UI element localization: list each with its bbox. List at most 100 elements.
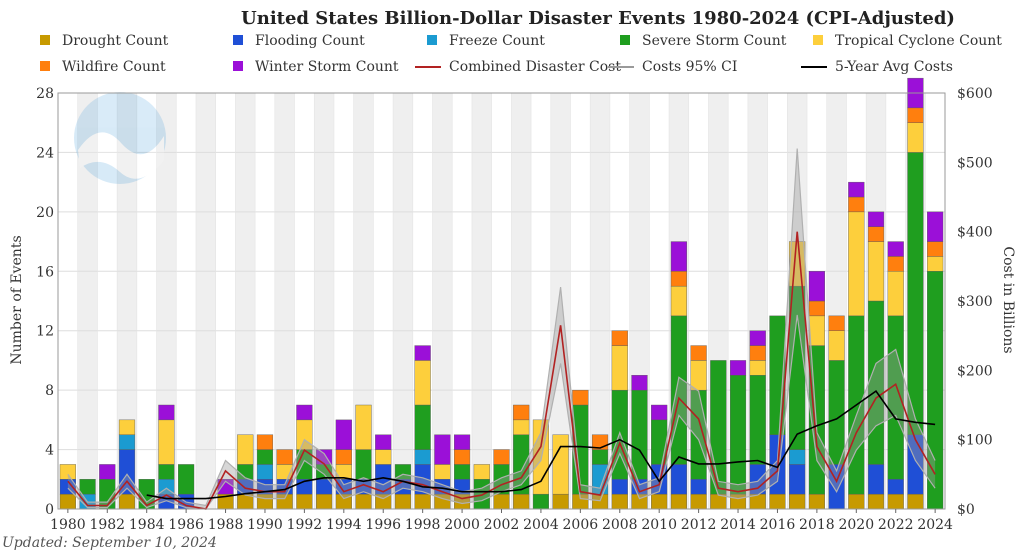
bar-segment [237,434,254,465]
noaa-logo-wave [78,132,164,179]
bar-segment [670,464,687,495]
bar-segment [907,493,924,510]
bar-segment [513,404,530,421]
bar-segment [670,241,687,272]
bar-segment [749,375,766,465]
bar-segment [355,493,372,510]
bar-segment [611,345,628,391]
bar-segment [256,464,274,480]
bar-segment [651,404,668,421]
x-tick-label: 2004 [523,517,559,533]
bar-segment [907,122,924,153]
bar-segment [453,464,471,480]
bar-segment [828,360,845,465]
bar-segment [552,493,569,510]
x-tick-label: 2002 [484,517,520,533]
y-axis-label-right: Cost in Billions [1000,246,1016,353]
bar-segment [690,479,707,495]
bar-segment [808,300,825,317]
bar-segment [690,493,707,510]
bar-segment [375,434,392,450]
bar-segment [828,330,845,361]
bar-segment [572,389,589,406]
legend-label: Tropical Cyclone Count [835,33,1002,49]
x-tick-label: 2022 [878,517,914,533]
bar-segment [414,345,431,361]
5-year-avg-costs-line [146,389,936,500]
bar-segment [118,419,136,435]
background-band [274,93,295,509]
bar-segment [611,479,628,495]
legend-swatch [813,35,823,45]
legend-label: Costs 95% CI [642,59,737,75]
bar-segment [532,493,550,510]
bar-segment [690,360,707,391]
legend-label: Winter Storm Count [255,59,399,75]
bar-segment [789,464,806,495]
bar-segment [867,211,885,227]
x-tick-label: 2020 [838,517,874,533]
legend-swatch [233,35,243,45]
bar-segment [256,449,274,465]
bar-segment [335,449,352,465]
updated-note: Updated: September 10, 2024 [2,535,217,551]
bar-segment [611,330,628,346]
bar-segment [729,375,747,495]
x-tick-label: 2014 [720,517,756,533]
bar-segment [887,493,904,510]
bar-segment [434,464,451,480]
bar-segment [453,449,471,465]
bar-segment [670,271,687,287]
bar-segment [355,449,372,480]
bar-segment [690,345,707,361]
bar-segment [99,464,116,480]
ci-upper-line [67,148,936,507]
bar-segment [316,493,333,510]
legend-label: Combined Disaster Cost [449,59,621,75]
x-tick-label: 1986 [168,517,204,533]
x-tick-label: 2024 [917,517,953,533]
y-tick-left: 8 [45,383,54,399]
plot-area: 0481216202428$0$100$200$300$400$500$6001… [36,77,993,533]
bar-segment [749,360,766,376]
legend-label: Freeze Count [449,33,545,49]
x-tick-label: 2016 [760,517,796,533]
background-band [314,93,334,509]
x-tick-label: 1990 [247,517,283,533]
bar-segment [513,419,530,435]
bar-segment [79,479,96,495]
x-tick-label: 2000 [444,517,480,533]
bar-segment [296,493,313,510]
bar-segment [631,389,648,480]
y-tick-right: $400 [957,225,993,241]
bar-segment [749,345,766,361]
bar-segment [848,493,865,510]
bar-segment [59,493,76,510]
y-tick-left: 0 [45,502,54,518]
bar-segment [867,464,885,495]
y-tick-right: $100 [957,433,993,449]
bar-segment [749,330,766,346]
bar-segment [414,449,431,465]
bar-segment [394,493,412,510]
background-band [117,93,137,509]
bar-segment [59,464,76,480]
bar-segment [473,464,490,480]
legend-label: Wildfire Count [62,59,166,75]
x-tick-label: 2018 [799,517,835,533]
legend-swatch [427,35,437,45]
legend-swatch [40,61,50,71]
legend-label: 5-Year Avg Costs [835,59,953,75]
background-band [590,93,610,509]
bar-segment [808,315,825,346]
x-tick-label: 1980 [50,517,86,533]
legend-label: Flooding Count [255,33,365,49]
bar-segment [907,152,924,435]
y-tick-left: 12 [36,324,54,340]
x-tick-label: 2006 [563,517,599,533]
bar-segment [296,404,313,421]
legend-label: Severe Storm Count [642,33,787,49]
bar-segment [887,479,904,495]
bar-segment [927,241,944,257]
bar-segment [158,419,175,465]
